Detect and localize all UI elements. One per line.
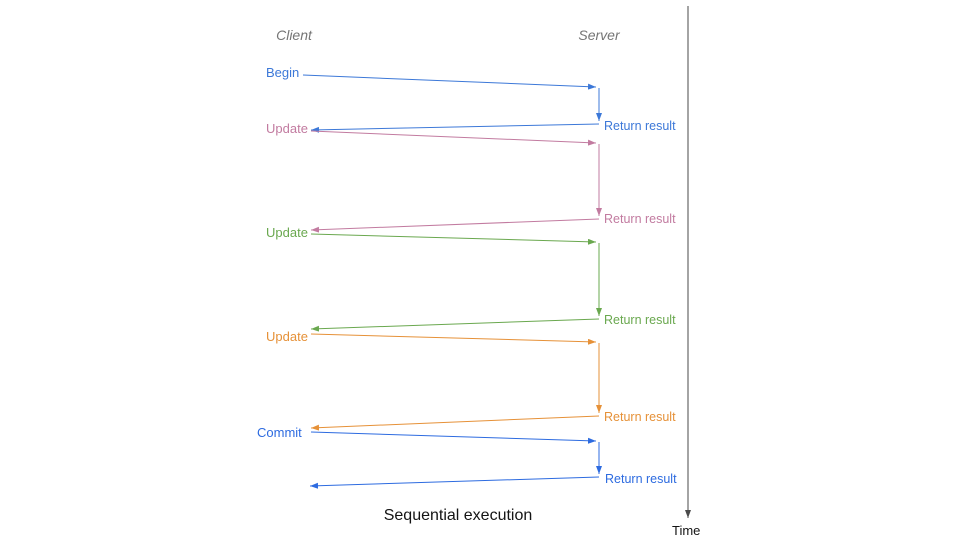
update-2-label: Update <box>266 225 308 240</box>
update-1-return-label: Return result <box>604 212 676 226</box>
update-2-return-arrow <box>310 318 600 332</box>
transaction-begin: Begin Return result <box>266 65 676 133</box>
server-header-label: Server <box>578 27 621 43</box>
update-3-label: Update <box>266 329 308 344</box>
update-3-return-label: Return result <box>604 410 676 424</box>
transaction-update-3: Update Return result <box>266 329 676 431</box>
begin-request-arrow <box>302 74 597 90</box>
transaction-update-1: Update Return result <box>266 121 676 233</box>
update-1-label: Update <box>266 121 308 136</box>
commit-label: Commit <box>257 425 302 440</box>
update-3-return-arrow <box>310 415 600 431</box>
client-header-label: Client <box>276 27 313 43</box>
transaction-update-2: Update Return result <box>266 225 676 332</box>
commit-request-arrow <box>310 431 597 444</box>
begin-label: Begin <box>266 65 299 80</box>
update-3-request-arrow <box>310 333 597 345</box>
time-axis: Time <box>672 6 700 538</box>
begin-return-label: Return result <box>604 119 676 133</box>
diagram-title: Sequential execution <box>384 507 533 524</box>
update-1-request-arrow <box>310 130 597 146</box>
begin-return-arrow <box>310 123 600 133</box>
commit-return-label: Return result <box>605 472 677 486</box>
update-2-return-label: Return result <box>604 313 676 327</box>
commit-return-arrow <box>309 476 600 489</box>
update-1-return-arrow <box>310 218 600 233</box>
time-axis-label: Time <box>672 523 700 538</box>
transaction-commit: Commit Return result <box>257 425 677 489</box>
update-2-request-arrow <box>310 233 597 245</box>
